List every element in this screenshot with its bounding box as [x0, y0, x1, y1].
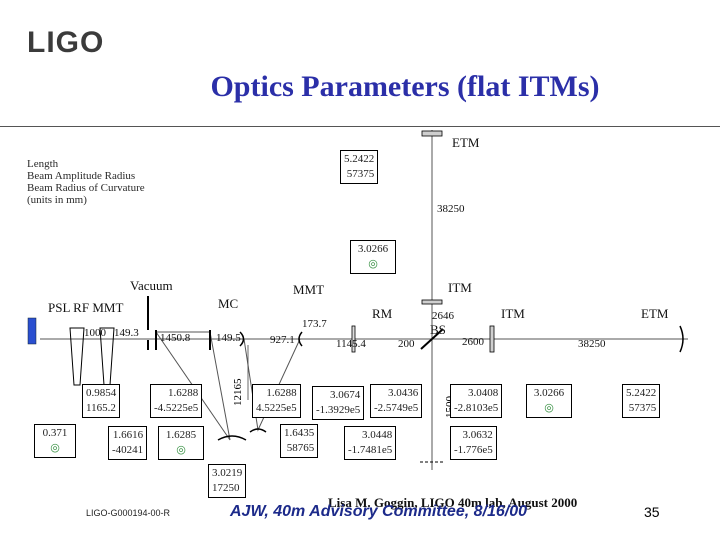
beam-curvature: -2.8103e5 — [454, 402, 499, 414]
length-38250-vertical: 38250 — [437, 203, 465, 215]
beam-box-bottom: 3.0632 -1.776e5 — [450, 426, 497, 460]
label-etm-far: ETM — [641, 306, 669, 321]
beam-curvature: -2.5749e5 — [374, 402, 419, 414]
beam-curvature: -1.776e5 — [454, 444, 493, 456]
beam-box-mc-end: 3.0219 17250 — [208, 464, 247, 498]
beam-radius: 3.0448 — [362, 429, 393, 441]
length-2646: 2646 — [432, 310, 454, 322]
etm-beam-box: 5.2422 57375 — [340, 150, 379, 184]
label-vacuum: Vacuum — [130, 278, 173, 293]
ligo-logo: LIGO — [27, 26, 105, 59]
label-bs: BS — [430, 322, 446, 337]
legend-units: (units in mm) — [27, 194, 87, 206]
label-etm-top: ETM — [452, 135, 480, 150]
psl-laser — [27, 317, 37, 345]
beam-box-rm: 3.0674 -1.3929e5 — [312, 386, 365, 420]
beam-box-mc-in: 1.6288 -4.5225e5 — [150, 384, 203, 418]
beam-box-mmt: 1.6435 58765 — [280, 424, 319, 458]
beam-radius: 1.6285 — [165, 429, 197, 441]
beam-radius: 0.9854 — [86, 387, 117, 399]
etm-beam-radius: 5.2422 — [344, 153, 375, 165]
beam-box-bs: 3.0436 -2.5749e5 — [370, 384, 423, 418]
length-2600: 2600 — [462, 336, 484, 348]
label-itm-far: ITM — [501, 306, 525, 321]
target-icon: ◎ — [544, 402, 554, 414]
beam-box-etm: 5.2422 57375 — [622, 384, 661, 418]
beam-radius: 3.0266 — [533, 387, 565, 399]
beam-curvature: 1165.2 — [86, 402, 116, 414]
beam-radius: 3.0674 — [330, 389, 361, 401]
beam-radius: 1.6288 — [168, 387, 199, 399]
length-12165: 12165 — [232, 378, 244, 407]
legend-beam-radius-of-curvature: Beam Radius of Curvature — [27, 182, 145, 194]
beam-curvature: -40241 — [112, 444, 144, 456]
target-icon: ◎ — [50, 442, 60, 454]
beamsplitter — [420, 328, 444, 350]
itm-beam-box: 3.0266 ◎ — [350, 240, 396, 274]
length-149-3: 149.3 — [114, 327, 139, 339]
beam-curvature: -1.7481e5 — [348, 444, 393, 456]
itm-vertical-mirror — [421, 299, 443, 305]
beam-box-rf-mmt: 1.6616 -40241 — [108, 426, 148, 460]
beam-radius: 5.2422 — [626, 387, 657, 399]
length-1145-4: 1145.4 — [336, 338, 366, 350]
label-rm: RM — [372, 306, 393, 321]
beam-radius: 3.0632 — [462, 429, 493, 441]
length-38250-horizontal: 38250 — [578, 338, 606, 350]
beam-curvature: 4.5225e5 — [256, 402, 297, 414]
label-psl-rf-mmt: PSL RF MMT — [48, 300, 124, 315]
beam-curvature: 17250 — [212, 482, 240, 494]
beam-radius: 1.6288 — [266, 387, 297, 399]
label-itm-right: ITM — [448, 280, 472, 295]
doc-id: LIGO-G000194-00-R — [86, 508, 171, 518]
beam-box-psl-waist: 0.371 ◎ — [34, 424, 76, 458]
page-number: 35 — [644, 504, 660, 520]
beam-box-itm: 3.0408 -2.8103e5 — [450, 384, 503, 418]
footer-author-overlay: Lisa M. Goggin, LIGO 40m lab, August 200… — [328, 495, 578, 510]
label-mc: MC — [218, 296, 239, 311]
target-icon: ◎ — [176, 444, 186, 456]
title-rule — [0, 126, 720, 127]
length-200: 200 — [398, 338, 415, 350]
beam-box-mc-out: 1.6288 4.5225e5 — [252, 384, 301, 418]
length-1450-8: 1450.8 — [160, 332, 191, 344]
length-149-5: 149.5 — [216, 332, 241, 344]
target-icon: ◎ — [368, 258, 378, 270]
beam-box-vertical-arm: 3.0448 -1.7481e5 — [344, 426, 397, 460]
length-173-7: 173.7 — [302, 318, 327, 330]
legend-beam-amplitude-radius: Beam Amplitude Radius — [27, 170, 136, 182]
itm-horizontal-mirror — [489, 325, 495, 353]
beam-curvature: 57375 — [628, 402, 657, 414]
beam-box-psl-lens: 0.9854 1165.2 — [82, 384, 121, 418]
legend-length: Length — [27, 158, 59, 170]
itm-beam-radius: 3.0266 — [357, 243, 389, 255]
footer-center: AJW, 40m Advisory Committee, 8/16/00 — [230, 503, 527, 520]
beam-curvature: -4.5225e5 — [154, 402, 199, 414]
length-927-1: 927.1 — [270, 334, 295, 346]
beam-curvature: -1.3929e5 — [316, 404, 361, 416]
beam-box-mc-waist: 1.6285 ◎ — [158, 426, 204, 460]
etm-curvature: 57375 — [346, 168, 375, 180]
beam-radius: 0.371 — [42, 427, 68, 439]
beam-radius: 3.0219 — [212, 467, 243, 479]
beam-radius: 1.6616 — [112, 429, 144, 441]
etm-horizontal-mirror — [679, 325, 684, 353]
beam-box-arm: 3.0266 ◎ — [526, 384, 572, 418]
beam-curvature: 58765 — [286, 442, 315, 454]
label-mmt-top: MMT — [293, 282, 325, 297]
etm-top-mirror — [421, 130, 443, 137]
rm-mirror — [351, 325, 356, 353]
beam-radius: 3.0436 — [388, 387, 419, 399]
beam-radius: 3.0408 — [468, 387, 499, 399]
beam-radius: 1.6435 — [284, 427, 315, 439]
page-title: Optics Parameters (flat ITMs) — [210, 70, 600, 103]
legend: Length Beam Amplitude Radius Beam Radius… — [27, 158, 145, 206]
length-1000: 1000 — [84, 327, 106, 339]
